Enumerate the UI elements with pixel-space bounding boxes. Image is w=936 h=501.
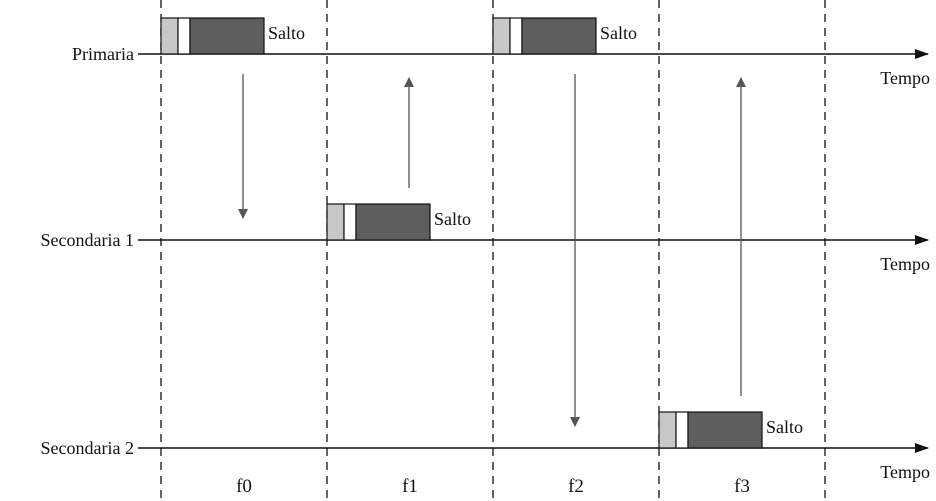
salto-block-gap: [343, 203, 357, 241]
salto-block-header: [658, 411, 677, 449]
salto-block-gap: [675, 411, 689, 449]
time-axis-label: Tempo: [880, 68, 930, 88]
time-axis-label: Tempo: [880, 254, 930, 274]
time-axis-label: Tempo: [880, 462, 930, 482]
row-label: Secondaria 1: [41, 230, 134, 250]
salto-block-header: [326, 203, 345, 241]
salto-blocks: Salto Salto Salto Salto: [160, 17, 803, 449]
salto-block-body: [687, 411, 763, 449]
frame-label-f2: f2: [568, 476, 584, 497]
salto-label: Salto: [434, 209, 471, 229]
salto-label: Salto: [766, 417, 803, 437]
timelines: Primaria Tempo Secondaria 1 Tempo Secondaria…: [41, 44, 930, 482]
salto-label: Salto: [268, 23, 305, 43]
row-label: Primaria: [72, 44, 134, 64]
salto-block: Salto: [160, 17, 305, 55]
salto-block-header: [492, 17, 511, 55]
salto-block-body: [355, 203, 431, 241]
frame-label-f0: f0: [236, 476, 252, 497]
row-label: Secondaria 2: [41, 438, 134, 458]
salto-block-body: [189, 17, 265, 55]
salto-block: Salto: [326, 203, 471, 241]
salto-block-body: [521, 17, 597, 55]
salto-block: Salto: [658, 411, 803, 449]
transfer-arrows: [238, 74, 746, 427]
salto-block: Salto: [492, 17, 637, 55]
salto-block-gap: [509, 17, 523, 55]
frame-labels: f0 f1 f2 f3: [236, 476, 750, 497]
salto-label: Salto: [600, 23, 637, 43]
salto-block-gap: [177, 17, 191, 55]
salto-block-header: [160, 17, 179, 55]
frame-label-f3: f3: [734, 476, 750, 497]
frame-label-f1: f1: [402, 476, 418, 497]
